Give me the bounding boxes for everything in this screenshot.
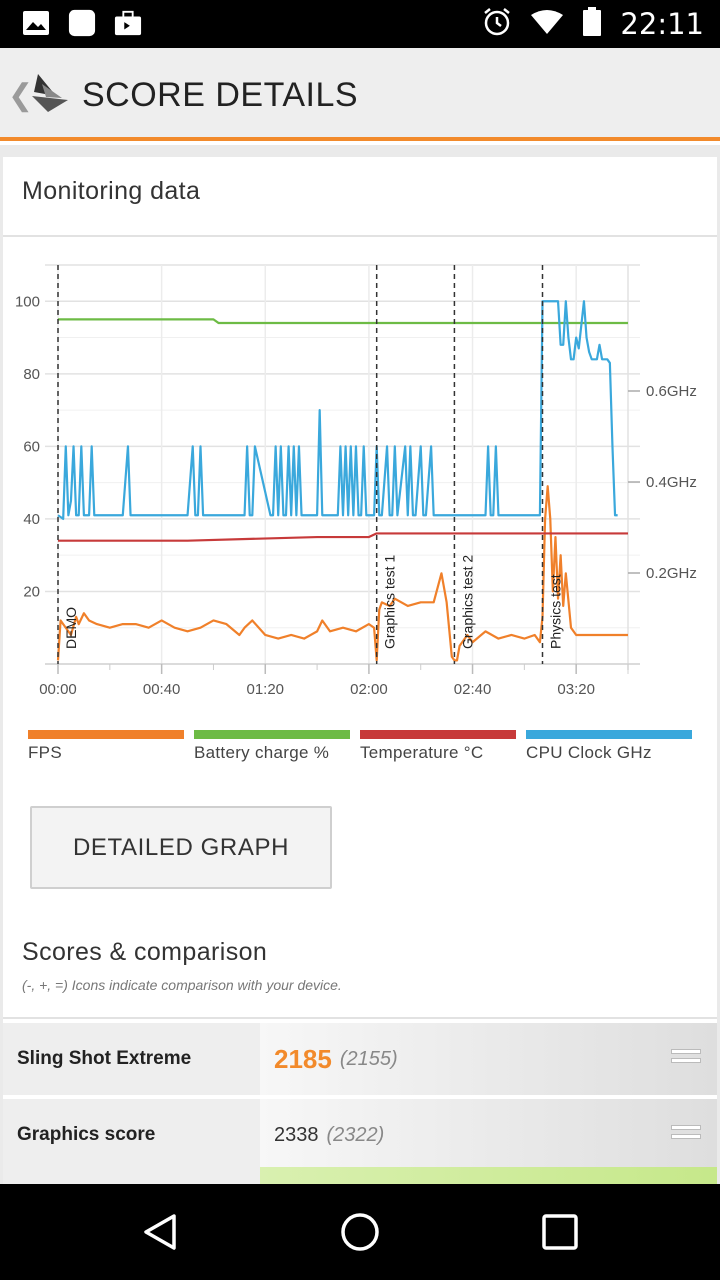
series-line-fps: [56, 485, 628, 662]
status-bar: 22:11: [0, 0, 720, 48]
back-icon[interactable]: [140, 1212, 180, 1252]
page-title: SCORE DETAILS: [82, 76, 359, 114]
x-tick-label: 00:40: [143, 681, 181, 698]
legend-item-fps: FPS: [28, 730, 184, 770]
score-name: Graphics score: [3, 1099, 260, 1171]
score-value: 2338: [274, 1123, 319, 1146]
x-tick-label: 02:40: [454, 681, 492, 698]
app-icon: [68, 8, 96, 38]
content-card: [3, 157, 717, 1185]
app-logo-icon[interactable]: [28, 70, 70, 114]
legend-swatch-cpu-clock: [526, 730, 692, 739]
legend-item-cpu-clock: CPU Clock GHz: [526, 730, 692, 770]
monitoring-title: Monitoring data: [22, 177, 201, 205]
score-reference: (2322): [326, 1123, 385, 1146]
battery-icon: [582, 6, 602, 42]
legend-item-battery: Battery charge %: [194, 730, 350, 770]
legend-label: Battery charge %: [194, 743, 330, 762]
legend-label: Temperature °C: [360, 743, 484, 762]
series-line-temperature-c: [58, 532, 628, 542]
marker-label: DEMO: [63, 607, 79, 649]
wifi-icon: [530, 9, 564, 40]
y-tick-label: 100: [15, 293, 40, 310]
score-value: 2185: [274, 1043, 332, 1074]
y-tick-label: 40: [23, 511, 40, 528]
y-tick-label: 80: [23, 366, 40, 383]
score-row-graphics-score[interactable]: Graphics score 2338 (2322): [3, 1099, 717, 1171]
score-value-area: 2185 (2155): [260, 1023, 717, 1095]
y-tick-label: 20: [23, 583, 40, 600]
legend-swatch-fps: [28, 730, 184, 739]
legend-swatch-temperature: [360, 730, 516, 739]
home-icon[interactable]: [340, 1212, 380, 1252]
navigation-bar: [0, 1184, 720, 1280]
back-chevron-icon[interactable]: ❮: [8, 79, 34, 112]
scores-hint: (-, +, =) Icons indicate comparison with…: [22, 977, 342, 993]
scores-title: Scores & comparison: [22, 938, 268, 966]
chart-svg: 00:00 00:40 01:20 02:00 02:40 03:20 100 80 60 40 2…: [15, 264, 697, 698]
right-tick-label: 0.2GHz: [646, 565, 697, 582]
x-tick-label: 01:20: [246, 681, 284, 698]
legend-label: FPS: [28, 743, 62, 762]
score-value-area-partial: [260, 1167, 717, 1184]
series-line-battery-charge: [58, 318, 628, 325]
x-tick-label: 02:00: [350, 681, 388, 698]
app-header: ❮ SCORE DETAILS: [0, 48, 720, 141]
marker-label: Graphics test 1: [382, 555, 398, 649]
monitoring-chart: 00:00 00:40 01:20 02:00 02:40 03:20 100 80 60 40 2…: [0, 250, 720, 710]
legend-item-temperature: Temperature °C: [360, 730, 516, 770]
equal-icon: [671, 1125, 701, 1143]
alarm-icon: [482, 7, 512, 42]
x-tick-label: 03:20: [557, 681, 595, 698]
score-reference: (2155): [339, 1047, 398, 1070]
briefcase-icon: [114, 8, 142, 38]
detailed-graph-button[interactable]: DETAILED GRAPH: [30, 806, 332, 889]
image-icon: [22, 8, 50, 38]
right-tick-label: 0.4GHz: [646, 474, 697, 491]
x-tick-label: 00:00: [39, 681, 77, 698]
score-row-sling-shot-extreme[interactable]: Sling Shot Extreme 2185 (2155): [3, 1023, 717, 1095]
legend-label: CPU Clock GHz: [526, 743, 652, 762]
right-tick-label: 0.6GHz: [646, 383, 697, 400]
legend-swatch-battery: [194, 730, 350, 739]
score-name: Sling Shot Extreme: [3, 1023, 260, 1095]
marker-label: Physics test: [548, 574, 564, 649]
score-value-area: 2338 (2322): [260, 1099, 717, 1171]
y-tick-label: 60: [23, 438, 40, 455]
recents-icon[interactable]: [540, 1212, 580, 1252]
score-name-partial: [3, 1167, 260, 1184]
scores-divider: [3, 1017, 717, 1019]
marker-label: Graphics test 2: [459, 555, 475, 649]
score-row-partial[interactable]: [3, 1167, 717, 1184]
clock-time: 22:11: [620, 7, 704, 41]
section-divider: [3, 235, 717, 237]
equal-icon: [671, 1049, 701, 1067]
